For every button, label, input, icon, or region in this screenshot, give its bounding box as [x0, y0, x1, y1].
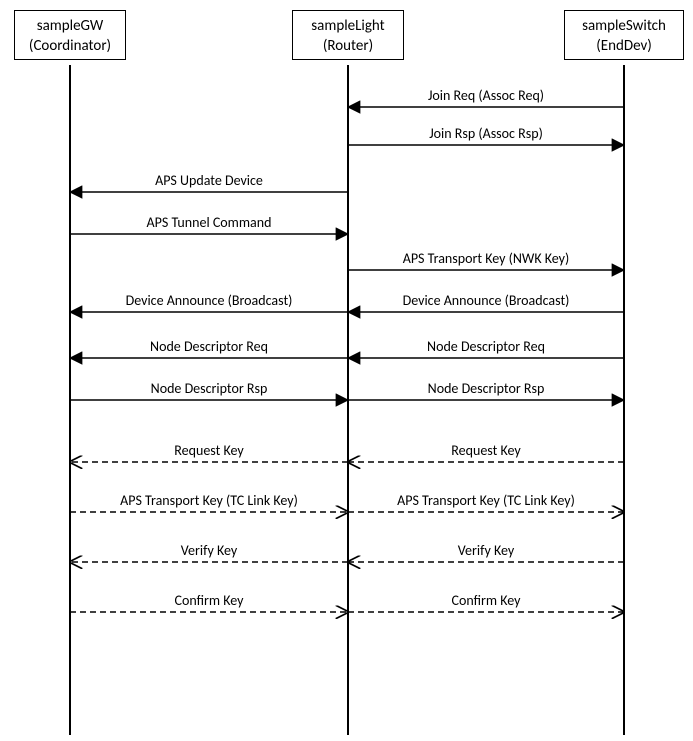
message-label: Node Descriptor Rsp	[348, 380, 624, 397]
message-label: Node Descriptor Req	[70, 338, 348, 355]
message-label: Verify Key	[70, 542, 348, 559]
message-label: APS Transport Key (NWK Key)	[348, 250, 624, 267]
actor-box-sw: sampleSwitch(EndDev)	[564, 10, 684, 60]
lifeline-lt	[347, 65, 349, 735]
message-label: Join Rsp (Assoc Rsp)	[348, 125, 624, 142]
actor-subtitle: (Coordinator)	[25, 37, 115, 57]
message-label: Request Key	[348, 442, 624, 459]
message-label: Join Req (Assoc Req)	[348, 87, 624, 104]
message-label: APS Update Device	[70, 172, 348, 189]
message-label: Request Key	[70, 442, 348, 459]
lifeline-gw	[69, 65, 71, 735]
actor-subtitle: (Router)	[303, 37, 393, 57]
message-label: Device Announce (Broadcast)	[348, 292, 624, 309]
actor-box-lt: sampleLight(Router)	[292, 10, 404, 60]
message-label: Confirm Key	[70, 592, 348, 609]
actor-title: sampleGW	[25, 17, 115, 37]
actor-box-gw: sampleGW(Coordinator)	[14, 10, 126, 60]
actor-title: sampleLight	[303, 17, 393, 37]
message-label: Verify Key	[348, 542, 624, 559]
actor-subtitle: (EndDev)	[575, 37, 673, 57]
message-label: APS Transport Key (TC Link Key)	[70, 492, 348, 509]
actor-title: sampleSwitch	[575, 17, 673, 37]
message-label: Device Announce (Broadcast)	[70, 292, 348, 309]
message-label: APS Transport Key (TC Link Key)	[348, 492, 624, 509]
sequence-diagram: sampleGW(Coordinator) sampleLight(Router)…	[0, 0, 693, 741]
message-label: Node Descriptor Req	[348, 338, 624, 355]
lifeline-sw	[623, 65, 625, 735]
message-label: Node Descriptor Rsp	[70, 380, 348, 397]
message-label: Confirm Key	[348, 592, 624, 609]
message-label: APS Tunnel Command	[70, 214, 348, 231]
